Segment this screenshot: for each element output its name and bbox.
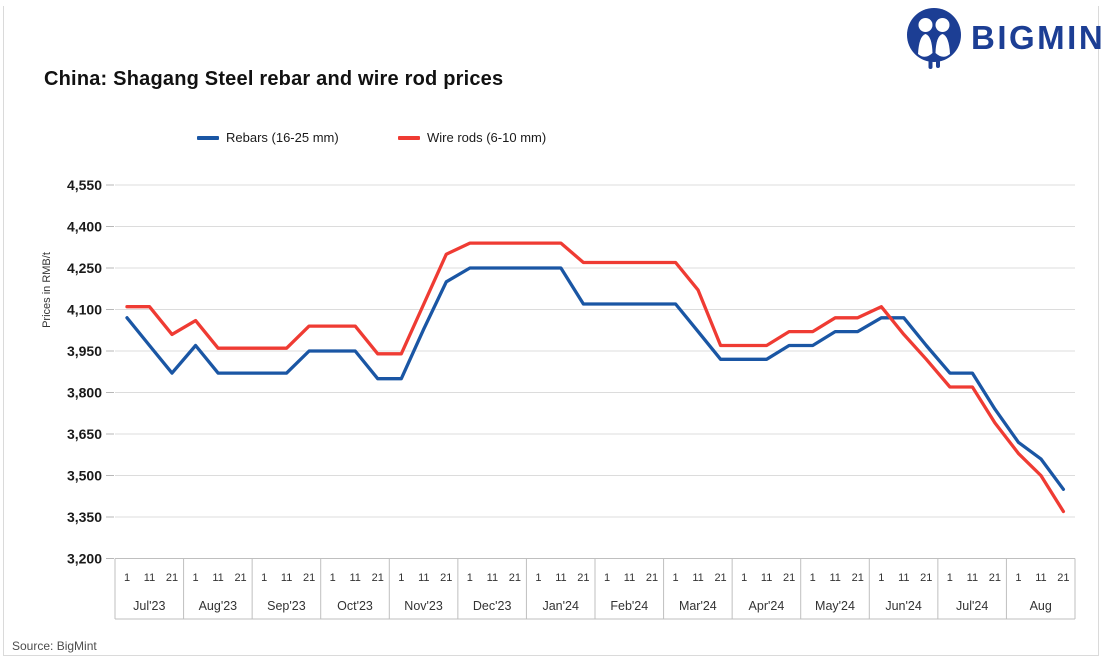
bigmint-logo: BIGMINT (906, 6, 1102, 70)
x-day-tick: 21 (852, 572, 864, 584)
x-day-tick: 21 (234, 572, 246, 584)
series-line-rebars (125, 266, 1066, 491)
y-tick-label: 3,650 (67, 426, 102, 442)
series-line-wire-rods (125, 241, 1066, 514)
x-month-label: Jul'24 (956, 599, 988, 613)
x-day-tick: 1 (124, 572, 130, 584)
x-month-label: Sep'23 (267, 599, 306, 613)
x-day-tick: 21 (577, 572, 589, 584)
x-day-tick: 21 (509, 572, 521, 584)
x-day-tick: 1 (261, 572, 267, 584)
x-day-tick: 11 (212, 572, 223, 584)
x-day-tick: 11 (281, 572, 292, 584)
x-month-label: Jan'24 (542, 599, 578, 613)
x-day-tick: 21 (989, 572, 1001, 584)
x-day-tick: 1 (398, 572, 404, 584)
x-day-tick: 11 (144, 572, 155, 584)
x-day-tick: 11 (830, 572, 841, 584)
y-tick-label: 3,200 (67, 551, 102, 567)
x-day-tick: 11 (761, 572, 772, 584)
x-day-tick: 1 (810, 572, 816, 584)
y-tick-label: 3,950 (67, 343, 102, 359)
y-tick-label: 4,550 (67, 177, 102, 193)
x-day-tick: 21 (783, 572, 795, 584)
x-day-tick: 1 (604, 572, 610, 584)
bigmint-logo-icon (907, 8, 961, 69)
x-day-tick: 1 (193, 572, 199, 584)
x-day-tick: 11 (350, 572, 361, 584)
x-day-tick: 1 (741, 572, 747, 584)
x-day-tick: 11 (898, 572, 909, 584)
y-tick-label: 3,500 (67, 468, 102, 484)
x-day-tick: 1 (467, 572, 473, 584)
x-day-tick: 11 (487, 572, 498, 584)
x-month-label: Dec'23 (473, 599, 512, 613)
x-day-tick: 21 (166, 572, 178, 584)
x-day-tick: 11 (967, 572, 978, 584)
x-day-tick: 1 (878, 572, 884, 584)
legend: Rebars (16-25 mm) Wire rods (6-10 mm) (197, 130, 546, 145)
window-right-border (1098, 6, 1099, 656)
x-month-label: Apr'24 (749, 599, 785, 613)
x-day-tick: 1 (535, 572, 541, 584)
x-day-tick: 21 (372, 572, 384, 584)
x-day-tick: 1 (330, 572, 336, 584)
y-tick-label: 3,350 (67, 509, 102, 525)
x-day-tick: 21 (920, 572, 932, 584)
legend-swatch-wire-rods (398, 135, 420, 140)
x-month-label: Aug'23 (199, 599, 238, 613)
x-day-tick: 1 (673, 572, 679, 584)
window-bottom-border (3, 655, 1099, 656)
legend-item-wire-rods: Wire rods (6-10 mm) (398, 130, 546, 145)
x-day-tick: 21 (646, 572, 658, 584)
x-month-label: Nov'23 (404, 599, 443, 613)
bigmint-logo-text: BIGMINT (971, 19, 1102, 56)
x-day-tick: 11 (418, 572, 429, 584)
y-tick-label: 4,100 (67, 302, 102, 318)
x-month-label: Jul'23 (133, 599, 165, 613)
x-day-tick: 21 (440, 572, 452, 584)
legend-label-rebars: Rebars (16-25 mm) (226, 130, 339, 145)
legend-swatch-rebars (197, 135, 219, 140)
x-month-label: Feb'24 (610, 599, 648, 613)
x-month-label: Jun'24 (885, 599, 921, 613)
x-day-tick: 21 (303, 572, 315, 584)
legend-item-rebars: Rebars (16-25 mm) (197, 130, 398, 145)
source-note: Source: BigMint (12, 639, 97, 653)
x-day-tick: 21 (1057, 572, 1069, 584)
x-month-label: May'24 (815, 599, 855, 613)
x-day-tick: 11 (1035, 572, 1046, 584)
legend-label-wire-rods: Wire rods (6-10 mm) (427, 130, 547, 145)
y-tick-label: 4,400 (67, 219, 102, 235)
x-month-label: Oct'23 (337, 599, 373, 613)
window-left-border (3, 6, 4, 656)
x-day-tick: 11 (555, 572, 566, 584)
x-day-tick: 1 (947, 572, 953, 584)
y-tick-label: 3,800 (67, 385, 102, 401)
chart-title: China: Shagang Steel rebar and wire rod … (44, 68, 504, 90)
x-day-tick: 11 (624, 572, 635, 584)
x-day-tick: 11 (692, 572, 703, 584)
x-day-tick: 1 (1015, 572, 1021, 584)
x-month-label: Aug (1030, 599, 1052, 613)
x-day-tick: 21 (714, 572, 726, 584)
y-tick-label: 4,250 (67, 260, 102, 276)
x-month-label: Mar'24 (679, 599, 717, 613)
